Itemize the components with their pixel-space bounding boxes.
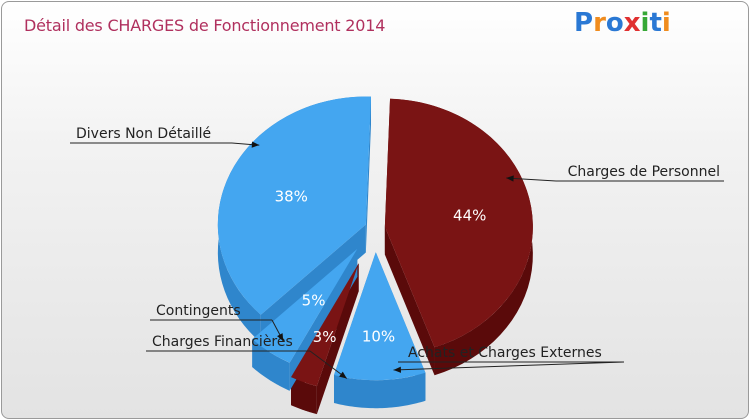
- pie-slice: [217, 96, 372, 315]
- pie-slice-wall: [384, 226, 435, 376]
- leader-arrow: [339, 371, 347, 379]
- logo-letter: o: [605, 8, 624, 38]
- leader-arrow: [393, 366, 402, 373]
- slice-percent-label: 38%: [275, 187, 308, 205]
- slice-category-label: Charges de Personnel: [568, 164, 720, 180]
- leader-arrow: [277, 333, 284, 342]
- pie-slice-side: [333, 372, 426, 409]
- logo-letter: r: [593, 8, 606, 38]
- leader-line: [309, 350, 348, 379]
- logo-letter: i: [661, 8, 671, 38]
- pie-slice: [291, 263, 359, 387]
- logo-letter: t: [649, 8, 662, 38]
- proxiti-logo: Proxiti: [574, 8, 671, 38]
- slice-percent-label: 5%: [302, 292, 326, 310]
- leader-line: [393, 361, 625, 371]
- logo-letter: i: [640, 8, 650, 38]
- leader-arrow: [506, 175, 514, 182]
- chart-title: Détail des CHARGES de Fonctionnement 201…: [24, 16, 386, 35]
- logo-letter: x: [623, 8, 641, 38]
- pie-slice: [252, 248, 358, 363]
- leader-line: [506, 177, 557, 182]
- pie-slice: [333, 252, 426, 381]
- pie-slice: [384, 98, 533, 348]
- pie-slice-wall: [365, 96, 372, 253]
- slice-percent-label: 3%: [313, 328, 337, 346]
- slice-category-label: Charges Financières: [152, 334, 293, 350]
- slice-category-label: Divers Non Détaillé: [76, 126, 211, 142]
- slice-category-label: Achats et Charges Externes: [408, 345, 602, 361]
- slice-percent-label: 44%: [453, 206, 486, 224]
- logo-letter: P: [574, 8, 594, 38]
- slice-percent-label: 10%: [362, 328, 395, 346]
- leader-arrow: [251, 141, 260, 148]
- slice-category-label: Contingents: [156, 303, 241, 319]
